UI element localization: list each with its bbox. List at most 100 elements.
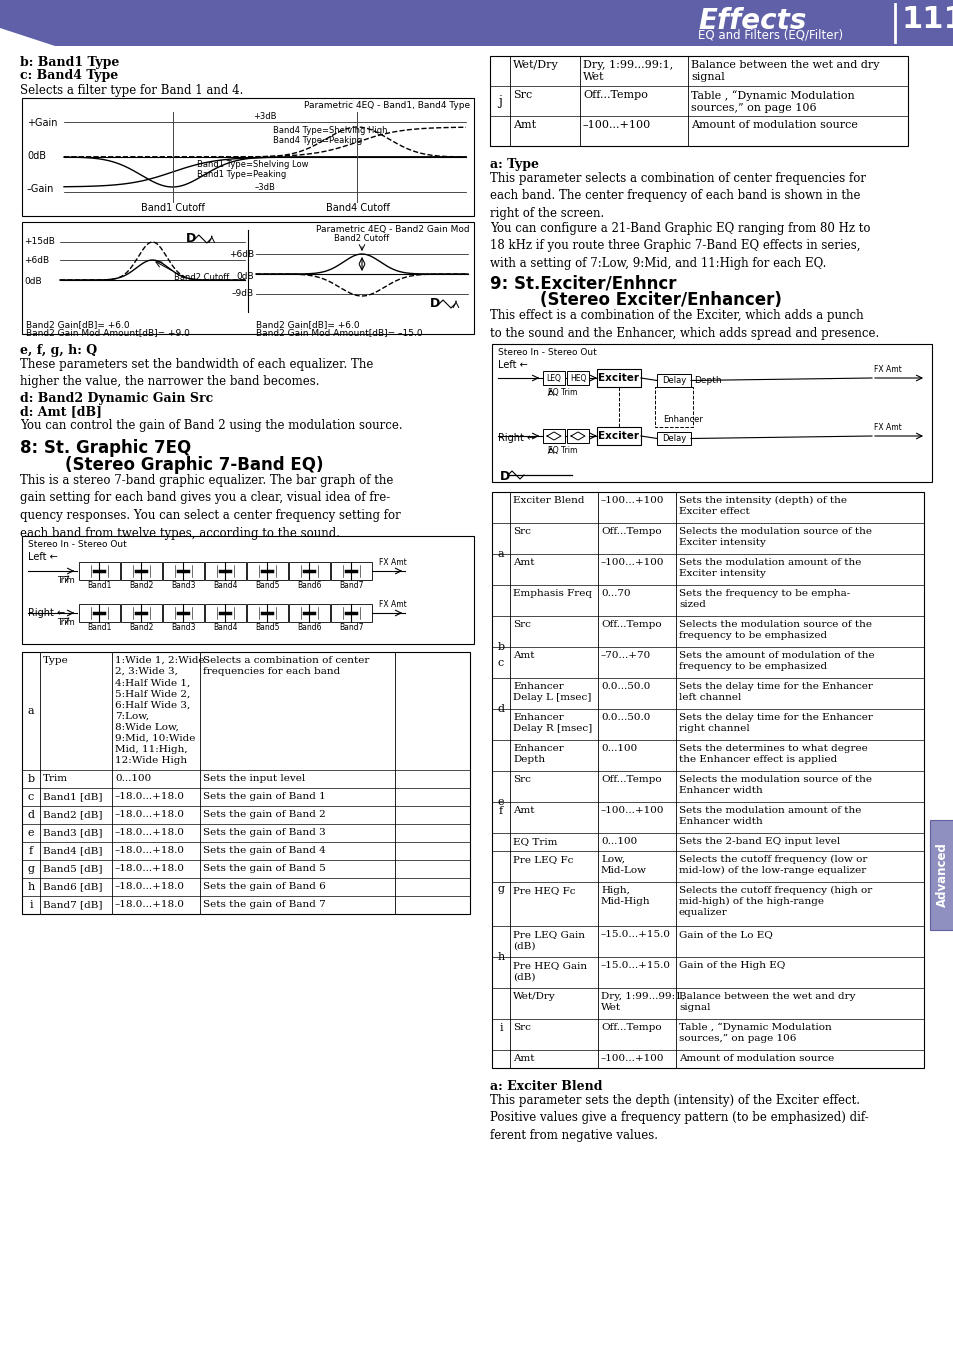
Bar xyxy=(79,603,120,622)
Text: Pre HEQ Fc: Pre HEQ Fc xyxy=(513,886,575,895)
Text: Dry, 1:99...99:1,
Wet: Dry, 1:99...99:1, Wet xyxy=(582,59,673,82)
Bar xyxy=(492,491,923,1068)
Text: Balance between the wet and dry
signal: Balance between the wet and dry signal xyxy=(690,59,879,82)
Text: d: d xyxy=(497,703,504,714)
Text: –70...+70: –70...+70 xyxy=(600,651,651,660)
Text: Stereo In - Stereo Out: Stereo In - Stereo Out xyxy=(497,348,597,356)
Text: Src: Src xyxy=(513,1023,530,1031)
Text: a: a xyxy=(28,706,34,716)
Text: Band2: Band2 xyxy=(130,622,153,632)
Text: 0.0...50.0: 0.0...50.0 xyxy=(600,713,650,722)
Text: FX Amt: FX Amt xyxy=(873,423,901,432)
Bar xyxy=(597,369,640,387)
Text: Selects a combination of center
frequencies for each band: Selects a combination of center frequenc… xyxy=(203,656,369,676)
Text: Band5 [dB]: Band5 [dB] xyxy=(43,864,102,873)
Text: Src: Src xyxy=(513,775,530,784)
Text: h: h xyxy=(28,882,34,892)
Text: –100...+100: –100...+100 xyxy=(600,558,664,567)
Text: Band4 Cutoff: Band4 Cutoff xyxy=(325,202,389,213)
Bar xyxy=(22,652,470,914)
Text: Band5: Band5 xyxy=(255,580,279,590)
Text: 0dB: 0dB xyxy=(236,271,253,281)
Text: +6dB: +6dB xyxy=(24,256,49,265)
Text: Sets the delay time for the Enhancer
left channel: Sets the delay time for the Enhancer lef… xyxy=(679,682,872,702)
Text: c: c xyxy=(497,657,503,667)
Text: 9: St.Exciter/Enhncr: 9: St.Exciter/Enhncr xyxy=(490,274,676,292)
Text: Band1: Band1 xyxy=(88,622,112,632)
Text: LEQ: LEQ xyxy=(546,374,561,382)
Text: Band2 Gain[dB]= +6.0: Band2 Gain[dB]= +6.0 xyxy=(255,320,359,329)
Text: Amt: Amt xyxy=(513,651,534,660)
Text: D: D xyxy=(186,232,196,244)
Text: Sets the delay time for the Enhancer
right channel: Sets the delay time for the Enhancer rig… xyxy=(679,713,872,733)
Text: Pre LEQ Fc: Pre LEQ Fc xyxy=(513,855,573,864)
Text: Sets the gain of Band 7: Sets the gain of Band 7 xyxy=(203,900,325,909)
Text: Exciter: Exciter xyxy=(598,373,639,383)
Text: Trim: Trim xyxy=(57,576,74,585)
Polygon shape xyxy=(0,28,55,46)
Text: Sets the 2-band EQ input level: Sets the 2-band EQ input level xyxy=(679,837,840,846)
Text: Effects: Effects xyxy=(698,7,805,35)
Text: g: g xyxy=(28,864,34,873)
Bar xyxy=(657,432,690,446)
Text: –18.0...+18.0: –18.0...+18.0 xyxy=(115,792,185,801)
Bar xyxy=(542,429,564,443)
Text: Left ←: Left ← xyxy=(28,552,58,562)
Text: 0...70: 0...70 xyxy=(600,589,630,598)
Text: Band2: Band2 xyxy=(130,580,153,590)
Text: Sets the input level: Sets the input level xyxy=(203,774,305,783)
Bar xyxy=(929,819,953,930)
Text: 0dB: 0dB xyxy=(24,277,42,286)
Text: Selects the modulation source of the
Exciter intensity: Selects the modulation source of the Exc… xyxy=(679,526,871,547)
Text: b: b xyxy=(28,774,34,784)
Text: –18.0...+18.0: –18.0...+18.0 xyxy=(115,882,185,891)
Text: Left ←: Left ← xyxy=(497,360,527,370)
Bar xyxy=(0,0,953,46)
Text: This effect is a combination of the Exciter, which adds a punch
to the sound and: This effect is a combination of the Exci… xyxy=(490,309,879,339)
Text: Selects the cutoff frequency (low or
mid-low) of the low-range equalizer: Selects the cutoff frequency (low or mid… xyxy=(679,855,866,875)
Text: j: j xyxy=(497,95,501,108)
Text: Sets the amount of modulation of the
frequency to be emphasized: Sets the amount of modulation of the fre… xyxy=(679,651,874,671)
Text: h: h xyxy=(497,952,504,963)
Text: e: e xyxy=(28,828,34,838)
Text: g: g xyxy=(497,883,504,894)
Text: Off...Tempo: Off...Tempo xyxy=(600,1023,661,1031)
Text: Sets the intensity (depth) of the
Exciter effect: Sets the intensity (depth) of the Excite… xyxy=(679,495,846,516)
Bar xyxy=(492,344,931,482)
Text: Dry, 1:99...99:1,
Wet: Dry, 1:99...99:1, Wet xyxy=(600,992,684,1012)
Text: Sets the gain of Band 2: Sets the gain of Band 2 xyxy=(203,810,325,819)
Text: e: e xyxy=(497,796,504,807)
Text: Delay: Delay xyxy=(661,433,685,443)
Text: i: i xyxy=(30,900,32,910)
Text: HEQ: HEQ xyxy=(569,374,585,382)
Text: Band7: Band7 xyxy=(339,580,363,590)
Text: c: c xyxy=(28,792,34,802)
Text: Amt: Amt xyxy=(513,558,534,567)
Text: a: Type: a: Type xyxy=(490,158,538,171)
Text: +Gain: +Gain xyxy=(27,117,57,128)
Text: Wet/Dry: Wet/Dry xyxy=(513,59,558,70)
Bar xyxy=(121,603,162,622)
Text: –15.0...+15.0: –15.0...+15.0 xyxy=(600,961,670,971)
Text: D: D xyxy=(499,470,510,483)
Bar xyxy=(22,536,474,644)
Text: Trim: Trim xyxy=(57,618,74,626)
Text: Table , “Dynamic Modulation
sources,” on page 106: Table , “Dynamic Modulation sources,” on… xyxy=(690,90,854,113)
Text: Table , “Dynamic Modulation
sources,” on page 106: Table , “Dynamic Modulation sources,” on… xyxy=(679,1023,831,1044)
Text: +15dB: +15dB xyxy=(24,238,55,246)
Bar xyxy=(289,603,330,622)
Text: This parameter sets the depth (intensity) of the Exciter effect.
Positive values: This parameter sets the depth (intensity… xyxy=(490,1094,868,1142)
Bar xyxy=(22,221,474,333)
Text: Band3 [dB]: Band3 [dB] xyxy=(43,828,102,837)
Text: EQ Trim: EQ Trim xyxy=(547,446,577,455)
Text: Wet/Dry: Wet/Dry xyxy=(513,992,556,1000)
Text: Off...Tempo: Off...Tempo xyxy=(600,620,661,629)
Text: Exciter Blend: Exciter Blend xyxy=(513,495,584,505)
Text: FX Amt: FX Amt xyxy=(378,558,406,567)
Text: EQ Trim: EQ Trim xyxy=(547,387,577,397)
Bar xyxy=(79,562,120,580)
Text: This parameter selects a combination of center frequencies for
each band. The ce: This parameter selects a combination of … xyxy=(490,171,865,220)
Text: Src: Src xyxy=(513,526,530,536)
Text: Selects the cutoff frequency (high or
mid-high) of the high-range
equalizer: Selects the cutoff frequency (high or mi… xyxy=(679,886,871,918)
Text: Pre HEQ Gain
(dB): Pre HEQ Gain (dB) xyxy=(513,961,586,981)
